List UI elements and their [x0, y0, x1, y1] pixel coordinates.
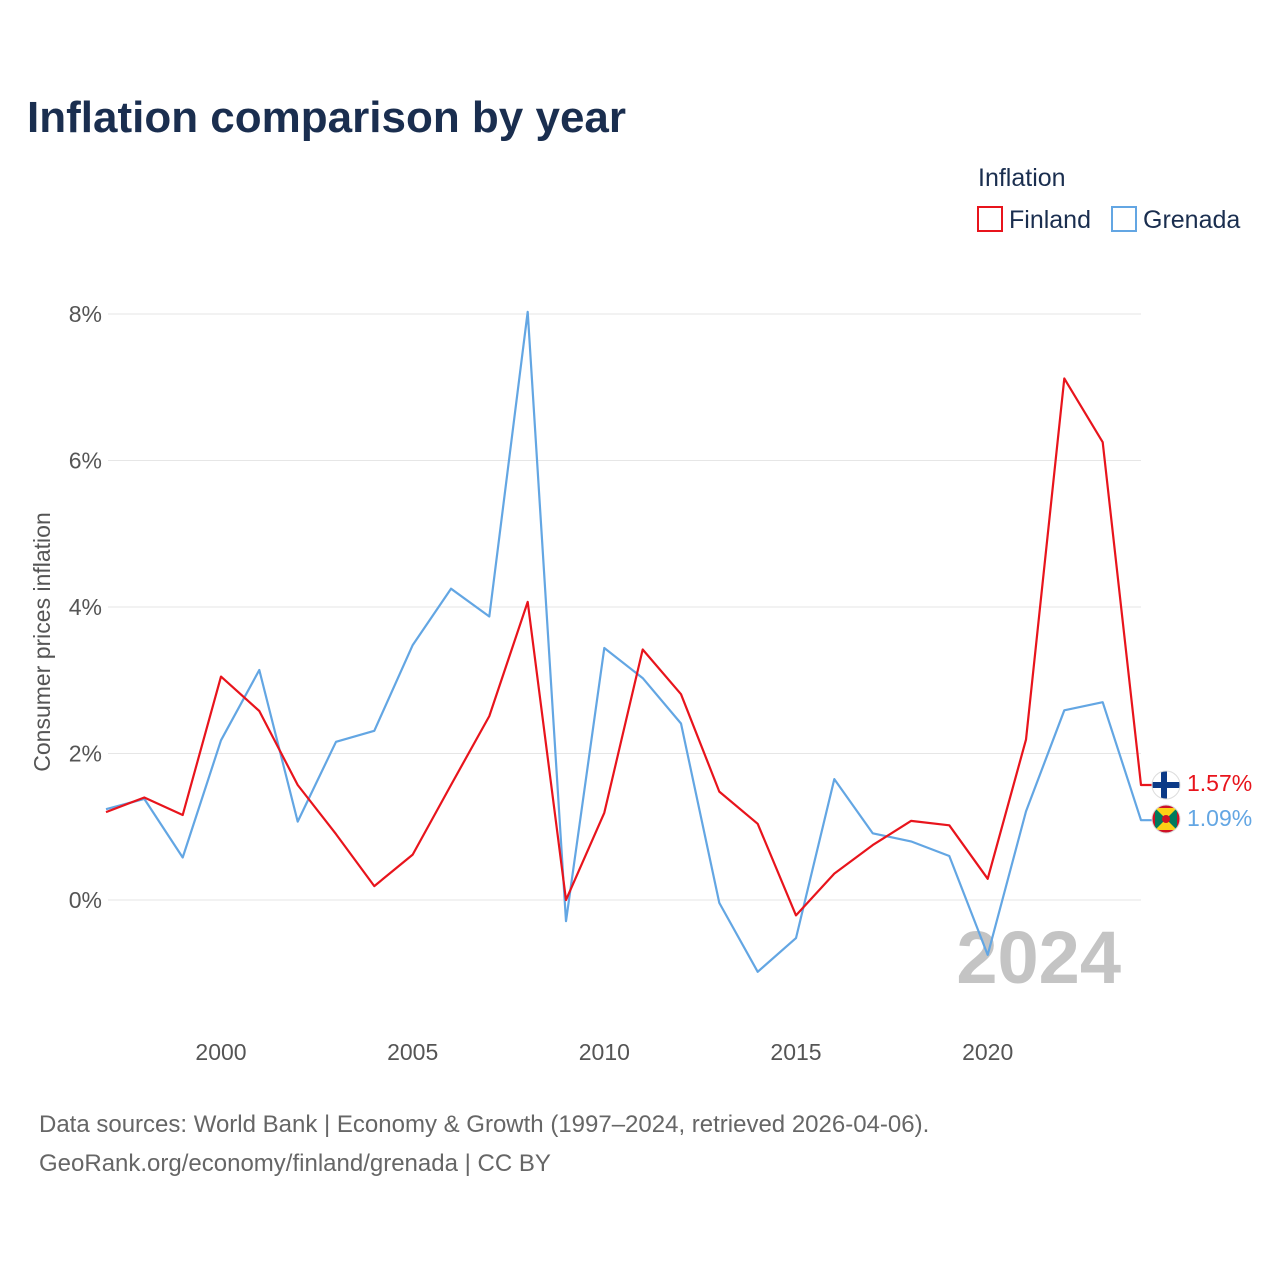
- y-tick-label: 8%: [69, 301, 102, 327]
- x-tick-label: 2000: [195, 1039, 246, 1065]
- x-tick-label: 2005: [387, 1039, 438, 1065]
- x-tick-label: 2015: [770, 1039, 821, 1065]
- legend-swatch-finland: [977, 206, 1003, 232]
- legend-swatch-grenada: [1111, 206, 1137, 232]
- y-tick-label: 4%: [69, 594, 102, 620]
- x-axis-ticks: 2000 2005 2010 2015 2020: [195, 1039, 1013, 1065]
- y-axis-label: Consumer prices inflation: [29, 512, 55, 772]
- series-line-grenada: [105, 310, 1156, 973]
- legend-label-grenada: Grenada: [1143, 206, 1240, 234]
- finland-flag-icon: [1151, 770, 1181, 800]
- series-lines: [105, 310, 1156, 973]
- chart-title: Inflation comparison by year: [27, 93, 626, 142]
- series-line-finland: [105, 377, 1156, 917]
- legend-label-finland: Finland: [1009, 206, 1091, 234]
- source-line-1: Data sources: World Bank | Economy & Gro…: [39, 1111, 929, 1138]
- year-stamp: 2024: [956, 916, 1121, 999]
- y-axis-ticks: 0% 2% 4% 6% 8%: [69, 301, 102, 913]
- legend: Inflation Finland Grenada: [977, 164, 1240, 234]
- grenada-flag-icon: [1151, 804, 1181, 834]
- y-tick-label: 6%: [69, 448, 102, 474]
- x-tick-label: 2010: [579, 1039, 630, 1065]
- end-label-finland: 1.57%: [1187, 770, 1252, 796]
- end-label-grenada: 1.09%: [1187, 805, 1252, 831]
- grid-lines: [108, 313, 1141, 901]
- y-tick-label: 2%: [69, 741, 102, 767]
- source-line-2[interactable]: GeoRank.org/economy/finland/grenada | CC…: [39, 1150, 551, 1177]
- legend-item-finland[interactable]: Finland: [977, 206, 1091, 234]
- y-tick-label: 0%: [69, 887, 102, 913]
- x-tick-label: 2020: [962, 1039, 1013, 1065]
- legend-title: Inflation: [978, 164, 1066, 192]
- legend-item-grenada[interactable]: Grenada: [1111, 206, 1240, 234]
